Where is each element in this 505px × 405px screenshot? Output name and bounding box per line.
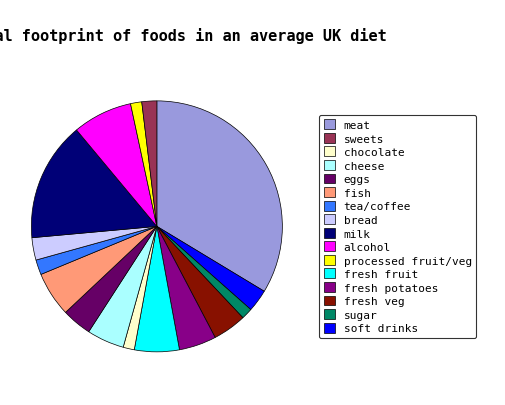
Wedge shape [88, 227, 157, 347]
Wedge shape [41, 227, 157, 313]
Wedge shape [123, 227, 157, 350]
Wedge shape [157, 227, 250, 318]
Wedge shape [134, 227, 179, 352]
Wedge shape [157, 102, 282, 292]
Wedge shape [31, 131, 157, 238]
Wedge shape [157, 227, 264, 310]
Wedge shape [65, 227, 157, 332]
Wedge shape [157, 227, 215, 350]
Text: Total footprint of foods in an average UK diet: Total footprint of foods in an average U… [0, 28, 386, 44]
Wedge shape [32, 227, 157, 260]
Wedge shape [141, 102, 157, 227]
Wedge shape [157, 227, 242, 338]
Wedge shape [76, 104, 157, 227]
Wedge shape [36, 227, 157, 275]
Legend: meat, sweets, chocolate, cheese, eggs, fish, tea/coffee, bread, milk, alcohol, p: meat, sweets, chocolate, cheese, eggs, f… [319, 115, 476, 338]
Wedge shape [130, 102, 157, 227]
